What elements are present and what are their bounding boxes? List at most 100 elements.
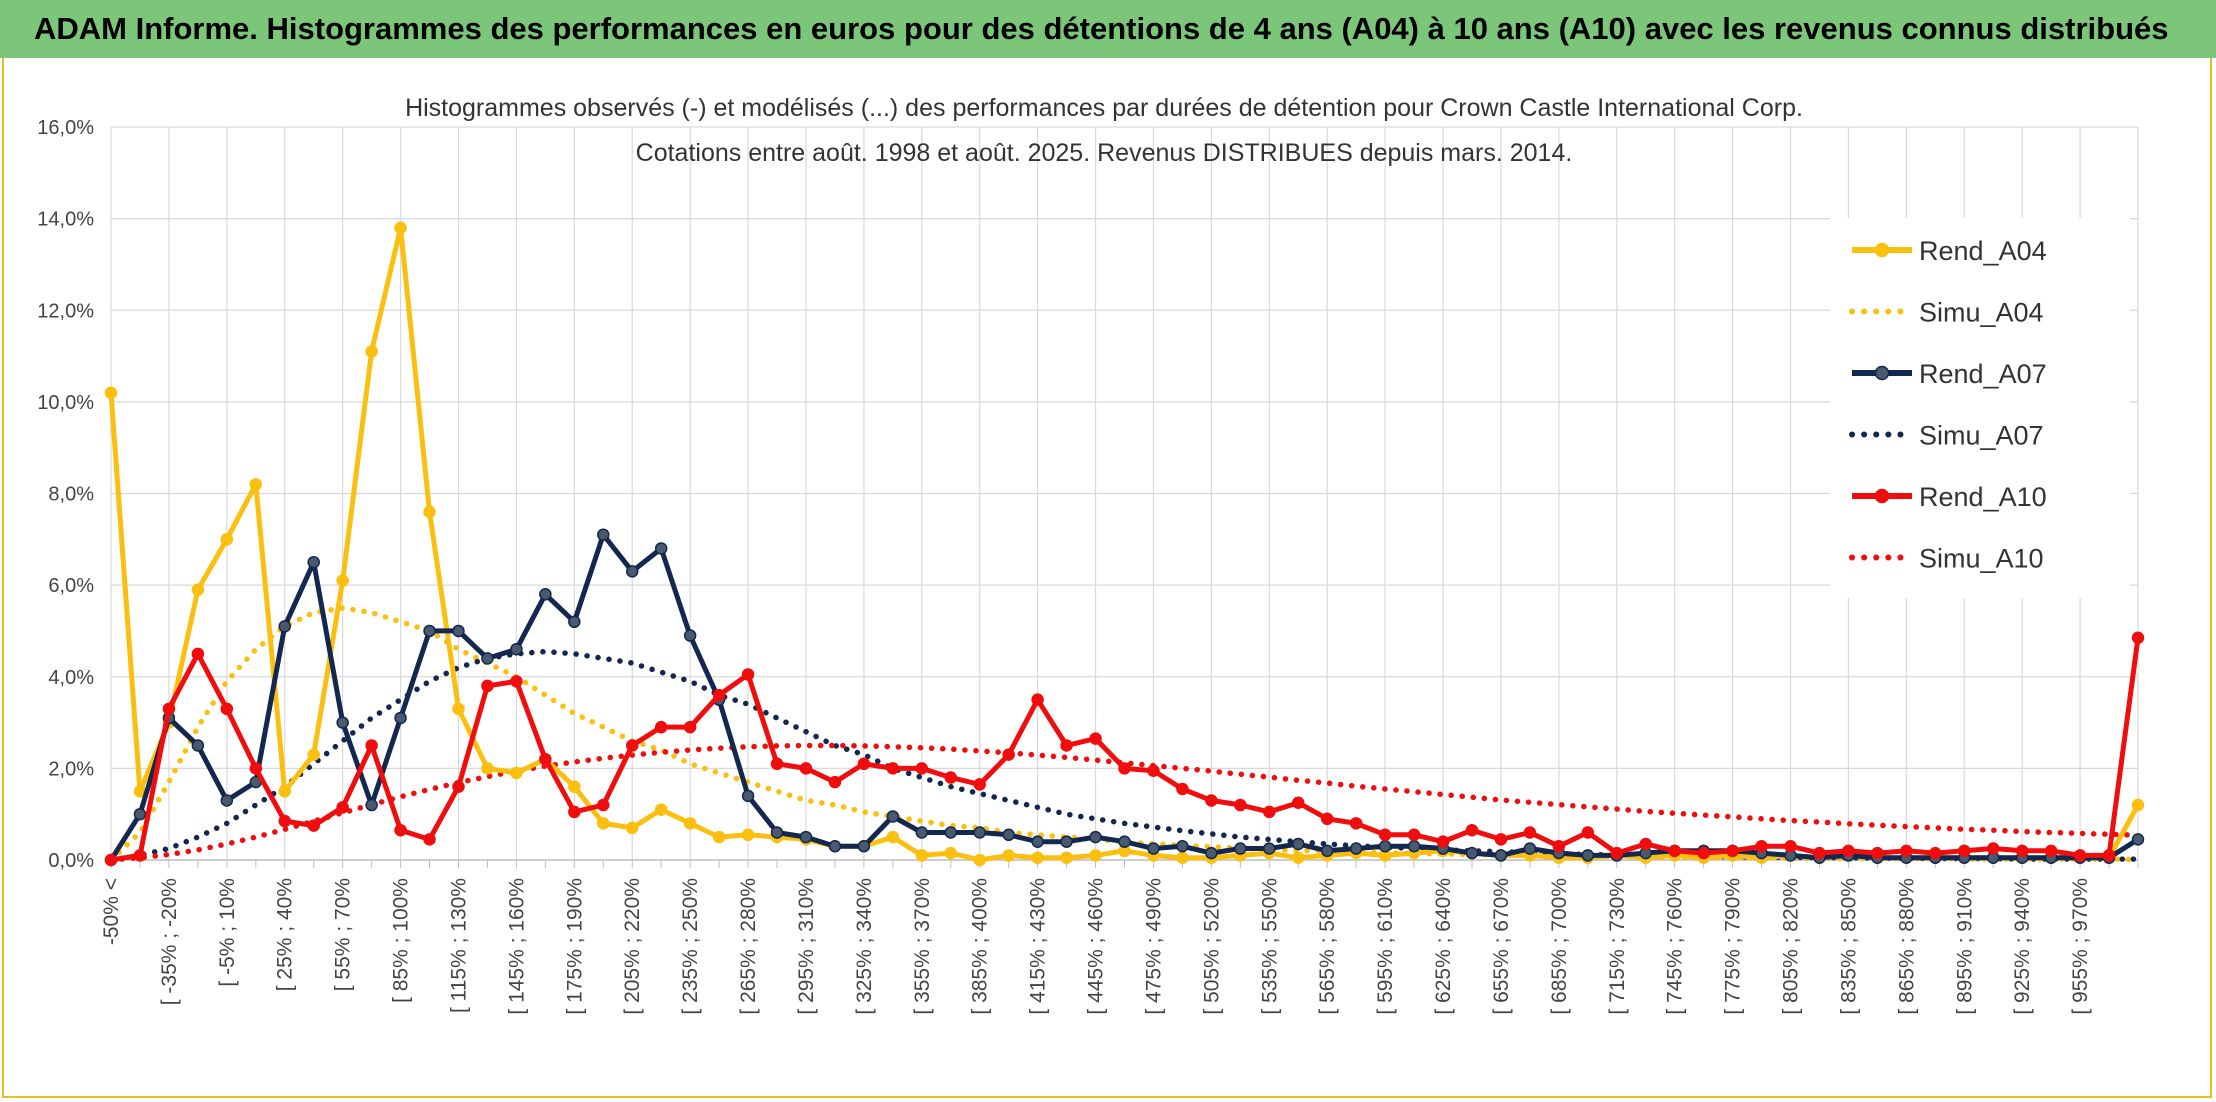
- x-tick-label: [ 925% ; 940%: [2011, 878, 2034, 1015]
- series-line: [108, 742, 2141, 863]
- data-point: [654, 542, 668, 555]
- data-point: [104, 386, 118, 399]
- data-point: [886, 762, 900, 775]
- data-point: [1726, 844, 1739, 858]
- chart-frame: [2, 58, 2212, 1098]
- series-line: [108, 648, 2141, 863]
- data-point: [828, 840, 842, 853]
- legend-item-rend-a10: Rend_A10: [1852, 482, 2047, 512]
- data-point: [539, 588, 552, 601]
- data-point: [712, 688, 726, 702]
- legend-item-rend-a07: Rend_A07: [1852, 359, 2047, 389]
- y-tick-label: 6,0%: [48, 575, 94, 597]
- data-point: [1234, 798, 1247, 812]
- data-point: [568, 615, 581, 629]
- x-tick-label: [ 745% ; 760%: [1664, 878, 1687, 1015]
- data-point: [973, 778, 986, 791]
- data-point: [481, 762, 494, 775]
- x-tick-label: [ 25% ; 40%: [274, 878, 297, 991]
- x-tick-label: [ 685% ; 700%: [1548, 878, 1571, 1015]
- data-point: [597, 798, 610, 812]
- data-point: [1610, 846, 1624, 860]
- series-rend-a07: [104, 528, 2145, 867]
- legend-label: Rend_A07: [1919, 359, 2047, 389]
- y-tick-label: 10,0%: [37, 392, 94, 414]
- x-tick-label: [ -5% ; 10%: [216, 878, 239, 987]
- y-tick-label: 8,0%: [48, 484, 94, 506]
- data-point: [597, 528, 610, 541]
- legend-marker: [1874, 488, 1890, 504]
- data-point: [1320, 812, 1334, 826]
- x-tick-label: [ 565% ; 580%: [1316, 878, 1339, 1015]
- x-tick-label: -50% <: [100, 878, 123, 945]
- data-point: [278, 814, 291, 828]
- data-point: [1002, 828, 1015, 842]
- data-point: [828, 775, 842, 789]
- data-point: [307, 748, 320, 761]
- y-tick-label: 0,0%: [48, 850, 94, 872]
- data-point: [394, 823, 407, 837]
- data-point: [944, 846, 958, 860]
- data-point: [1205, 846, 1218, 860]
- data-point: [625, 739, 639, 752]
- data-point: [336, 574, 349, 587]
- y-tick-label: 16,0%: [37, 117, 94, 139]
- legend: Rend_A04 Simu_A04 Rend_A07 Simu_A07 Rend_A10…: [1830, 218, 2130, 598]
- legend-item-rend-a04: Rend_A04: [1852, 236, 2047, 266]
- x-tick-label: [ 295% ; 310%: [795, 878, 818, 1015]
- data-point: [857, 840, 871, 853]
- legend-label: Simu_A10: [1919, 544, 2044, 574]
- data-point: [1378, 840, 1392, 853]
- data-point: [394, 221, 407, 235]
- data-point: [915, 826, 929, 839]
- data-point: [1871, 846, 1884, 860]
- x-tick-label: [ 505% ; 520%: [1200, 878, 1223, 1015]
- data-point: [886, 810, 900, 823]
- data-point: [1407, 828, 1421, 842]
- data-point: [220, 794, 234, 807]
- data-point: [1291, 837, 1305, 851]
- data-point: [1060, 851, 1073, 864]
- data-point: [1089, 732, 1102, 745]
- data-point: [191, 647, 205, 661]
- data-point: [1176, 782, 1189, 796]
- data-point: [133, 849, 147, 862]
- data-point: [452, 780, 465, 793]
- data-point: [278, 785, 291, 798]
- data-point: [1581, 849, 1595, 862]
- data-point: [741, 668, 755, 681]
- data-point: [365, 798, 378, 812]
- data-point: [1349, 817, 1363, 830]
- data-point: [1958, 844, 1971, 858]
- data-point: [1031, 851, 1044, 864]
- x-tick-label: [ 775% ; 790%: [1722, 878, 1745, 1015]
- data-point: [278, 620, 291, 633]
- data-point: [539, 752, 552, 766]
- data-point: [1234, 842, 1247, 855]
- data-point: [2044, 844, 2058, 858]
- data-point: [1465, 823, 1479, 837]
- x-axis: -50% < [ -35% ; -20% [ -5% ; 10% [ 25% ; 40…: [100, 859, 2139, 1015]
- x-tick-label: [ 415% ; 430%: [1027, 878, 1050, 1015]
- data-point: [1291, 796, 1305, 809]
- data-point: [191, 583, 205, 596]
- x-tick-label: [ 715% ; 730%: [1606, 878, 1629, 1015]
- data-point: [1639, 837, 1652, 851]
- data-point: [365, 739, 378, 752]
- data-point: [423, 624, 436, 638]
- data-point: [1089, 830, 1102, 844]
- data-point: [220, 702, 234, 716]
- x-tick-label: [ 205% ; 220%: [621, 878, 644, 1015]
- data-point: [1378, 828, 1392, 842]
- data-point: [683, 817, 697, 830]
- legend-marker: [1874, 365, 1890, 381]
- data-point: [336, 716, 349, 729]
- data-point: [1118, 835, 1131, 848]
- data-point: [1755, 840, 1768, 853]
- data-point: [2015, 844, 2029, 858]
- series-rend-a10: [104, 631, 2145, 867]
- y-tick-label: 14,0%: [37, 209, 94, 231]
- data-point: [1523, 842, 1537, 855]
- data-point: [2102, 849, 2116, 862]
